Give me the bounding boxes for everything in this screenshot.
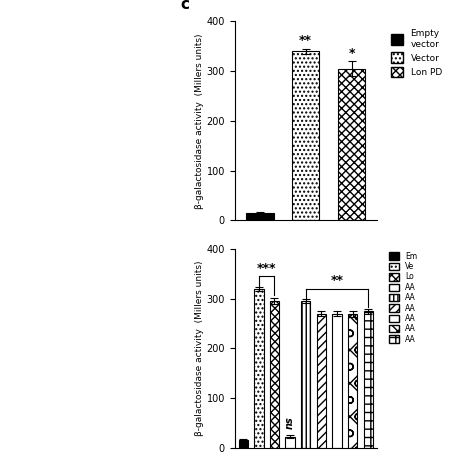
Bar: [246, 213, 273, 220]
Bar: [285, 437, 295, 448]
Bar: [317, 314, 326, 448]
Y-axis label: β-galactosidase activity  (Millers units): β-galactosidase activity (Millers units): [195, 261, 204, 436]
Y-axis label: β-galactosidase activity  (Millers units): β-galactosidase activity (Millers units): [195, 33, 204, 209]
Bar: [338, 69, 365, 220]
Bar: [301, 301, 310, 448]
Bar: [292, 51, 319, 220]
Bar: [332, 314, 342, 448]
Text: *: *: [348, 46, 355, 60]
Text: ***: ***: [257, 262, 276, 275]
Bar: [270, 301, 279, 448]
Text: **: **: [299, 34, 312, 47]
Legend: Em, Ve, Lo, AA, AA, AA, AA, AA, AA: Em, Ve, Lo, AA, AA, AA, AA, AA, AA: [386, 249, 420, 347]
Text: **: **: [330, 274, 344, 287]
Text: c: c: [181, 0, 190, 12]
Text: ns: ns: [285, 416, 295, 429]
Bar: [348, 314, 357, 448]
Legend: Empty
vector, Vector, Lon PD: Empty vector, Vector, Lon PD: [387, 26, 446, 81]
Bar: [364, 311, 373, 448]
Bar: [254, 289, 264, 448]
Bar: [238, 440, 248, 448]
